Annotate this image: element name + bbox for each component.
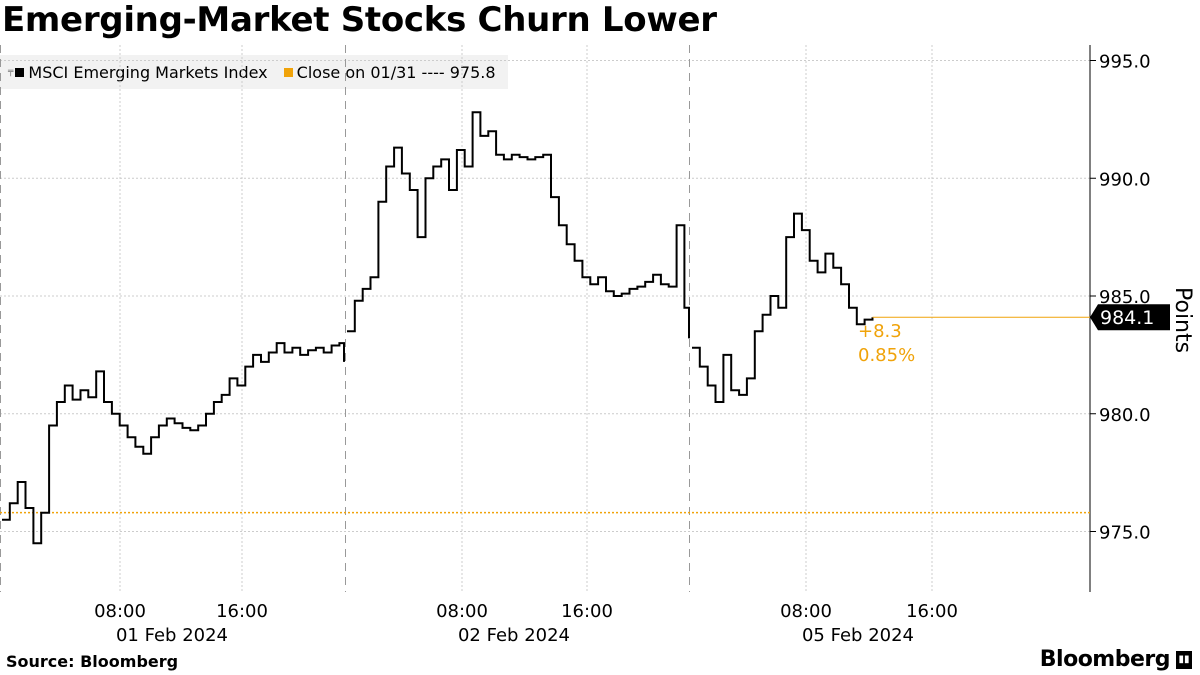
change-absolute: +8.3 [858, 321, 902, 342]
legend-item-index: ╤ MSCI Emerging Markets Index [8, 63, 268, 82]
y-tick-label: 980.0 [1099, 405, 1151, 426]
series-line-1 [347, 111, 690, 339]
x-axis-ticks: 08:00 01 Feb 2024 16:00 08:00 02 Feb 2024 16:… [94, 601, 958, 646]
x-tick-label-date: 05 Feb 2024 [802, 625, 914, 646]
legend-swatch-index [15, 67, 25, 77]
series-msci-em [2, 111, 874, 545]
x-tick-label-time: 08:00 [436, 601, 488, 622]
last-value-badge: 984.1 [1090, 304, 1170, 331]
chart-title: Emerging-Market Stocks Churn Lower [2, 0, 717, 40]
x-tick-label-time: 16:00 [561, 601, 613, 622]
legend-label-close: Close on 01/31 ---- 975.8 [296, 62, 496, 82]
x-tick-label-time: 08:00 [780, 601, 832, 622]
legend-swatch-close [283, 67, 293, 77]
y-axis-label: Points [1170, 287, 1195, 353]
series-line-0 [2, 342, 345, 545]
change-percent: 0.85% [858, 345, 915, 366]
y-tick-label: 985.0 [1099, 287, 1151, 308]
candle-icon: ╤ [8, 67, 14, 77]
y-tick-label: 990.0 [1099, 169, 1151, 190]
y-tick-label: 975.0 [1099, 523, 1151, 544]
legend-item-close: Close on 01/31 ---- 975.8 [283, 62, 496, 82]
last-value-badge-shape [1090, 304, 1170, 331]
grid [0, 45, 1090, 592]
last-value-label: 984.1 [1100, 307, 1154, 329]
series-line-2 [692, 212, 874, 403]
bloomberg-mark-icon: ▮▮ [1176, 651, 1192, 669]
brand-logo: Bloomberg [1039, 647, 1171, 672]
x-tick-label-date: 01 Feb 2024 [116, 625, 228, 646]
y-axis-ticks: 975.0 980.0 985.0 990.0 995.0 [1090, 52, 1151, 544]
x-tick-label-time: 16:00 [906, 601, 958, 622]
day-dividers [0, 45, 690, 592]
source-note: Source: Bloomberg [6, 652, 179, 671]
x-tick-label-date: 02 Feb 2024 [458, 625, 570, 646]
x-tick-label-time: 16:00 [216, 601, 268, 622]
x-tick-label-time: 08:00 [94, 601, 146, 622]
y-tick-label: 995.0 [1099, 52, 1151, 73]
legend-label-index: MSCI Emerging Markets Index [28, 62, 268, 82]
